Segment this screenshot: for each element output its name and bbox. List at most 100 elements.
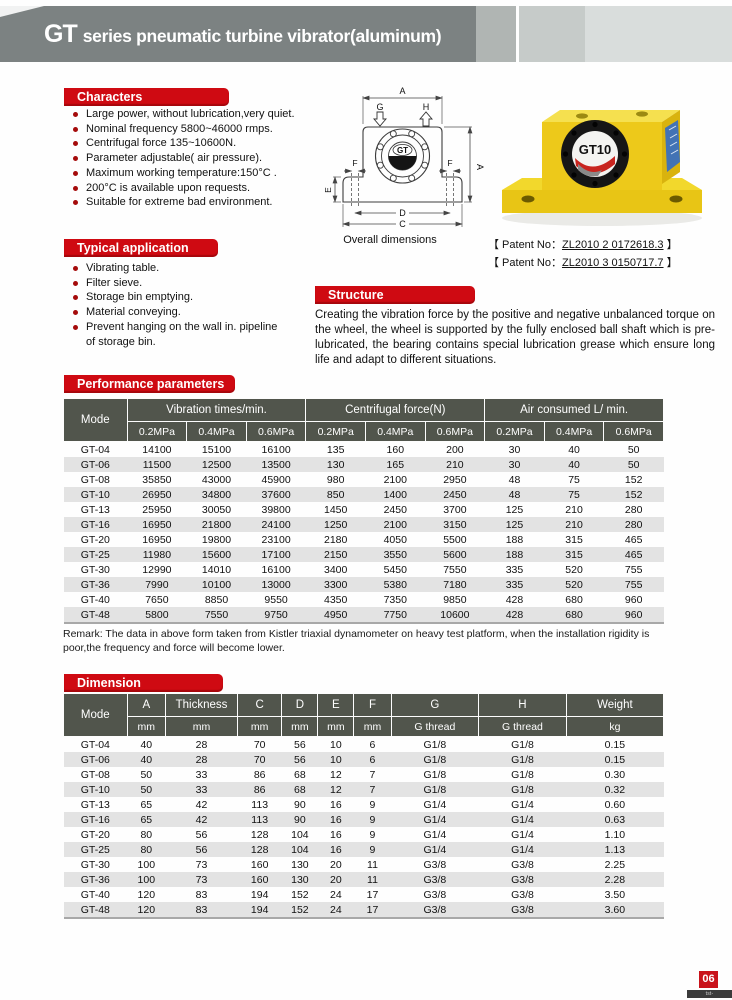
table-cell: 12500 <box>201 458 232 471</box>
table-cell: 4950 <box>324 608 348 621</box>
table-cell: G3/8 <box>423 903 447 916</box>
section-banner-structure: Structure <box>315 286 475 304</box>
inlet-arrow-icon <box>373 111 387 127</box>
bullet-icon <box>73 324 78 330</box>
table-cell: 7350 <box>383 593 407 606</box>
table-row: GT-06 40 28 70 56 10 6 G1/8 G1/8 0.15 <box>63 752 664 767</box>
table-cell: G1/8 <box>423 783 447 796</box>
table-cell: 13000 <box>261 578 291 591</box>
col-header: D <box>281 693 319 717</box>
header-band-gray2 <box>519 6 585 62</box>
page-title-text: series pneumatic turbine vibrator(alumin… <box>82 26 442 46</box>
table-cell: 2180 <box>324 533 348 546</box>
group-header-vibration: Vibration times/min. <box>126 398 307 422</box>
table-cell: 21800 <box>201 518 232 531</box>
patent-prefix: 【 Patent No： <box>488 257 562 269</box>
table-cell: G1/8 <box>511 783 534 796</box>
table-cell: 6 <box>369 753 376 766</box>
table-cell: 11 <box>367 858 378 871</box>
table-cell: 9850 <box>443 593 467 606</box>
table-cell: 194 <box>250 903 269 916</box>
patent-number: ZL2010 3 0150717.7 <box>561 257 664 269</box>
center-label-oval <box>392 144 413 156</box>
table-cell: 152 <box>291 903 309 916</box>
table-cell: 165 <box>386 458 405 471</box>
table-cell: 104 <box>291 828 309 841</box>
list-item-text: 200°C is available upon requests. <box>86 181 251 194</box>
page-number-badge: 06 <box>699 971 718 988</box>
table-cell: 120 <box>137 888 156 901</box>
header-band-gray3 <box>585 6 732 62</box>
table-cell: 0.32 <box>604 783 626 796</box>
table-cell: 16 <box>330 813 342 826</box>
table-cell: G1/8 <box>511 753 534 766</box>
table-cell: G1/8 <box>511 738 534 751</box>
list-item-text: Suitable for extreme bad environment. <box>86 196 273 209</box>
table-row: GT-48 120 83 194 152 24 17 G3/8 G3/8 3.60 <box>63 902 664 918</box>
unit-header: mm <box>353 716 392 737</box>
table-cell: 28 <box>195 753 208 766</box>
table-cell: 30050 <box>201 503 232 516</box>
wheel-bolt-holes <box>376 130 429 182</box>
table-cell: 125 <box>505 518 524 531</box>
list-item-text: Vibrating table. <box>86 262 160 274</box>
structure-paragraph: Creating the vibration force by the posi… <box>315 309 715 366</box>
table-cell: 50 <box>627 458 640 471</box>
table-cell: 113 <box>251 798 269 811</box>
table-cell: 68 <box>294 768 306 781</box>
table-cell: 188 <box>505 548 524 561</box>
dim-label-h: H <box>423 102 430 112</box>
table-row: GT-48 5800 7550 9750 4950 7750 10600 428 680 960 <box>63 607 664 623</box>
table-cell: GT-40 <box>80 888 110 901</box>
page-title-series: GT <box>44 20 78 48</box>
bullet-icon <box>73 280 78 286</box>
unbalance-mass <box>388 156 417 170</box>
table-cell: 33 <box>195 783 208 796</box>
table-cell: GT-16 <box>80 813 110 826</box>
table-cell: 680 <box>565 593 583 606</box>
table-cell: 135 <box>326 443 345 456</box>
bullet-icon <box>73 126 78 132</box>
table-cell: 960 <box>624 608 643 621</box>
table-row: GT-36 100 73 160 130 20 11 G3/8 G3/8 2.28 <box>63 872 664 887</box>
list-item-text: Parameter adjustable( air pressure). <box>86 152 263 165</box>
table-cell: 7 <box>369 783 376 796</box>
table-cell: 80 <box>140 828 153 841</box>
table-cell: 1450 <box>324 503 348 516</box>
table-cell: 104 <box>291 843 309 856</box>
col-header: Weight <box>565 693 665 717</box>
table-cell: 16950 <box>142 518 172 531</box>
table-cell: 73 <box>195 873 208 886</box>
bullet-icon <box>73 112 78 117</box>
table-cell: 335 <box>505 578 524 591</box>
table-cell: G1/8 <box>423 768 447 781</box>
table-cell: 10600 <box>440 608 470 621</box>
table-row: GT-20 16950 19800 23100 2180 4050 5500 188 315 46… <box>64 532 664 547</box>
table-cell: 5600 <box>443 548 467 561</box>
table-cell: GT-25 <box>80 548 110 561</box>
group-header-centrifugal: Centrifugal force(N) <box>305 398 486 422</box>
table-cell: 2450 <box>383 503 407 516</box>
dim-label-e: E <box>323 187 333 193</box>
table-cell: 7650 <box>145 593 169 606</box>
list-item-text: Filter sieve. <box>86 276 143 289</box>
list-item: Material conveying. <box>73 305 278 320</box>
table-cell: 465 <box>624 533 643 546</box>
table-cell: 3550 <box>383 548 407 561</box>
table-cell: 3150 <box>443 518 467 531</box>
table-cell: 35850 <box>142 473 172 486</box>
table-cell: 5500 <box>443 533 467 546</box>
section-banner-dimension: Dimension <box>64 674 223 692</box>
table-cell: 7750 <box>383 608 407 621</box>
patent-prefix: 【 Patent No： <box>488 239 562 251</box>
base-front-face <box>502 190 702 213</box>
characters-list: Large power, without lubrication,very qu… <box>73 107 333 210</box>
table-cell: 12 <box>330 783 342 796</box>
table-cell: G3/8 <box>511 903 534 916</box>
table-cell: 42 <box>195 798 208 811</box>
dim-label-f-right: F <box>447 158 452 168</box>
list-item-text: Maximum working temperature:150°C . <box>86 166 277 179</box>
table-cell: 45900 <box>261 473 291 486</box>
dimension-drawing: GT A G H F F A E D <box>323 86 485 229</box>
sub-header: 0.2MPa <box>484 421 545 442</box>
